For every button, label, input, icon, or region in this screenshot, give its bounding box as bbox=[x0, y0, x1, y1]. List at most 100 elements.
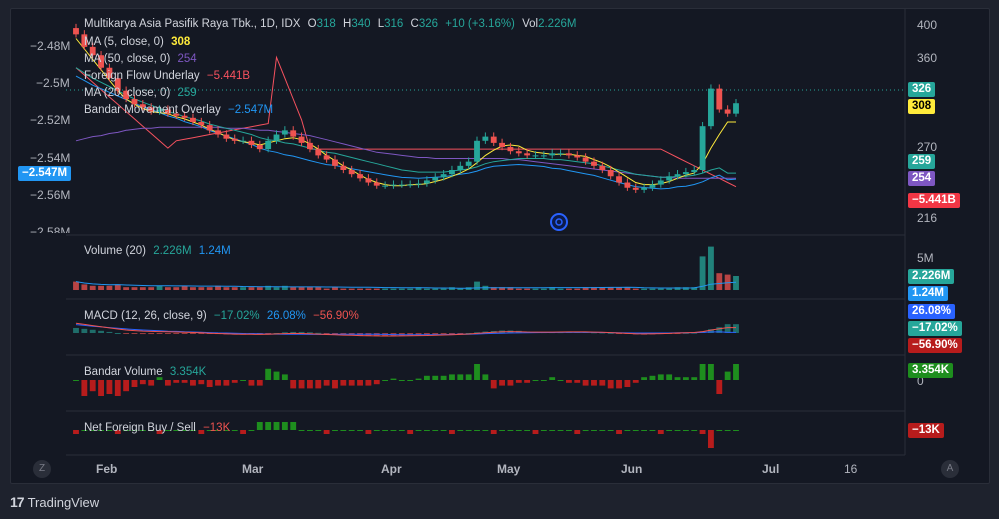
bandar-movement-badge: −2.547M bbox=[18, 166, 72, 181]
volume-bar bbox=[524, 288, 531, 290]
price-tick: 400 bbox=[917, 18, 938, 32]
volume-bar bbox=[164, 287, 171, 290]
net-foreign-bar bbox=[98, 430, 104, 431]
zoom-reset-button[interactable]: Z bbox=[33, 460, 51, 478]
open-value: 318 bbox=[316, 18, 336, 30]
ma50-label: MA (50, close, 0) bbox=[84, 53, 171, 65]
bandar-volume-bar bbox=[89, 380, 96, 392]
net-foreign-bar bbox=[415, 430, 422, 431]
volume-bar bbox=[390, 288, 397, 290]
bandar-volume-bar bbox=[674, 377, 681, 380]
candle-body bbox=[156, 109, 163, 112]
volume-bar bbox=[557, 288, 564, 290]
net-foreign-bar bbox=[674, 430, 681, 431]
volume-bar bbox=[98, 285, 104, 290]
candle-body bbox=[81, 34, 88, 47]
macd-bar bbox=[332, 333, 338, 335]
bandar-volume-bar bbox=[340, 380, 347, 386]
candle-body bbox=[624, 182, 631, 188]
macd-bar bbox=[465, 333, 472, 334]
macd-v2: 26.08% bbox=[266, 310, 306, 322]
candle-body bbox=[423, 180, 430, 184]
event-marker-icon[interactable] bbox=[550, 213, 568, 231]
candle-body bbox=[691, 170, 698, 173]
candle-body bbox=[223, 134, 230, 139]
bandar-volume-bar bbox=[173, 380, 180, 383]
bandar-volume-bar bbox=[490, 380, 497, 389]
bandar-volume-bar bbox=[691, 377, 698, 380]
bandar-movement-legend[interactable]: Bandar Movement Overlay −2.547M bbox=[84, 103, 277, 118]
ma5-line bbox=[75, 38, 736, 187]
ma50-line bbox=[75, 126, 736, 179]
volume-bar bbox=[616, 287, 622, 290]
candle-body bbox=[332, 159, 338, 166]
bandar-tick: −2.52M bbox=[30, 113, 71, 127]
volume-bar bbox=[440, 288, 447, 290]
close-value: 326 bbox=[418, 18, 438, 30]
candle-body bbox=[240, 140, 247, 142]
macd-legend[interactable]: MACD (12, 26, close, 9) −17.02% 26.08% −… bbox=[84, 309, 363, 324]
net-foreign-legend[interactable]: Net Foreign Buy / Sell −13K bbox=[84, 421, 234, 436]
macd-bar bbox=[81, 328, 88, 333]
net-foreign-bar bbox=[365, 430, 372, 434]
ma5-value: 308 bbox=[171, 36, 191, 48]
candle-body bbox=[73, 28, 79, 35]
ma50-legend[interactable]: MA (50, close, 0) 254 bbox=[84, 52, 201, 67]
bandar-volume-bar bbox=[724, 371, 731, 380]
price-tick: 360 bbox=[917, 51, 938, 65]
chart-area[interactable] bbox=[10, 8, 990, 484]
bandar-volume-legend[interactable]: Bandar Volume 3.354K bbox=[84, 365, 210, 380]
time-label-feb: Feb bbox=[96, 462, 118, 476]
macd-bar bbox=[190, 333, 196, 334]
time-label-mar: Mar bbox=[242, 462, 264, 476]
candle-body bbox=[348, 170, 355, 175]
net-foreign-bar bbox=[724, 430, 731, 431]
tradingview-logo[interactable]: 17 TradingView bbox=[10, 494, 99, 510]
candle-body bbox=[273, 134, 280, 141]
ma20-legend[interactable]: MA (20, close, 0) 259 bbox=[84, 86, 201, 101]
volume-bar bbox=[666, 288, 673, 290]
bandar-volume-bar bbox=[240, 380, 247, 381]
close-price-badge: 326 bbox=[908, 82, 936, 97]
candle-body bbox=[632, 187, 639, 190]
bandar-volume-bar bbox=[98, 380, 104, 396]
macd-bar bbox=[315, 332, 322, 334]
volume-bar bbox=[181, 285, 188, 290]
volume-legend[interactable]: Volume (20) 2.226M 1.24M bbox=[84, 244, 235, 259]
volume-bar bbox=[215, 285, 221, 290]
net-foreign-bar bbox=[465, 430, 472, 431]
vol-label: Vol bbox=[522, 18, 539, 30]
tradingview-name: TradingView bbox=[27, 494, 100, 510]
candle-body bbox=[432, 177, 439, 181]
bandar-volume-tick: 0 bbox=[917, 374, 924, 388]
bandar-volume-bar bbox=[482, 374, 489, 380]
net-foreign-bar bbox=[73, 430, 79, 434]
net-foreign-bar bbox=[223, 430, 230, 431]
main-legend[interactable]: Multikarya Asia Pasifik Raya Tbk., 1D, I… bbox=[84, 17, 580, 32]
symbol-title: Multikarya Asia Pasifik Raya Tbk., 1D, I… bbox=[84, 18, 301, 30]
net-foreign-bar bbox=[607, 430, 614, 431]
net-foreign-bar bbox=[181, 430, 188, 431]
bandar-volume-bar bbox=[123, 380, 130, 392]
auto-scale-button[interactable]: A bbox=[941, 460, 959, 478]
macd-bar bbox=[281, 332, 288, 334]
bandar-volume-bar bbox=[231, 380, 238, 383]
net-foreign-bar bbox=[215, 430, 221, 431]
bandar-volume-bar bbox=[256, 380, 263, 386]
net-foreign-badge: −13K bbox=[908, 423, 944, 438]
net-foreign-bar bbox=[206, 430, 213, 431]
candle-body bbox=[507, 147, 514, 152]
volume-bar bbox=[398, 288, 405, 290]
foreign-flow-legend[interactable]: Foreign Flow Underlay −5.441B bbox=[84, 69, 254, 84]
ma5-legend[interactable]: MA (5, close, 0) 308 bbox=[84, 35, 194, 50]
bandar-volume-bar bbox=[148, 380, 155, 386]
volume-bar bbox=[248, 287, 255, 290]
bandar-volume-bar bbox=[332, 380, 338, 389]
foreign-flow-underlay bbox=[75, 55, 737, 188]
net-foreign-bar bbox=[457, 430, 464, 431]
bandar-volume-bar bbox=[398, 380, 405, 381]
volume-bar bbox=[499, 287, 505, 290]
bandar-volume-bar bbox=[415, 378, 422, 380]
